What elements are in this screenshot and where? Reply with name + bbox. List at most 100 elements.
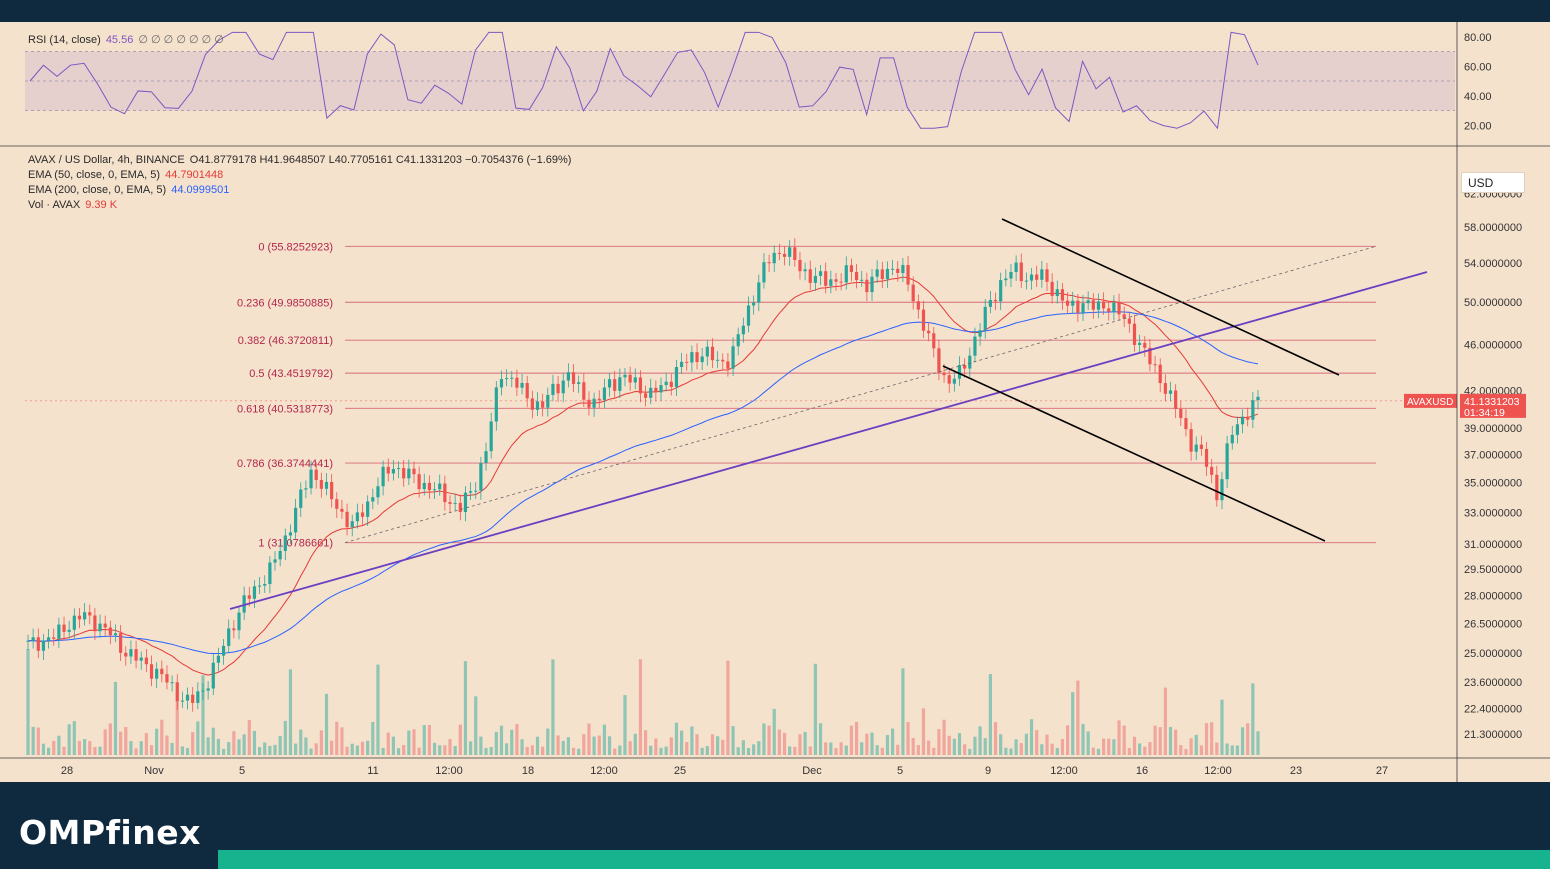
volume-bar (983, 738, 987, 755)
candle-body (1004, 278, 1008, 281)
volume-label: Vol · AVAX (28, 199, 81, 211)
candle-body (26, 640, 30, 642)
candle-body (937, 348, 941, 373)
volume-bar (1189, 738, 1193, 755)
volume-bar (1158, 727, 1162, 755)
candle-body (525, 382, 529, 399)
candle-body (849, 265, 854, 272)
candle-body (633, 377, 637, 383)
price-tick-label: 37.0000000 (1464, 449, 1522, 461)
time-tick-label: 11 (367, 765, 378, 777)
volume-bar (618, 745, 622, 755)
candle-body (1107, 308, 1111, 312)
candle-body (757, 282, 761, 303)
volume-bars (26, 649, 1260, 755)
volume-bar (1225, 743, 1229, 755)
candle-body (746, 305, 751, 326)
rsi-line (29, 31, 1259, 130)
volume-bar (175, 701, 179, 755)
volume-bar (968, 748, 972, 755)
price-axis: 62.000000058.000000054.000000050.0000000… (1464, 188, 1522, 741)
candle-body (607, 379, 612, 388)
candle-body (602, 387, 607, 401)
volume-bar (1009, 748, 1013, 755)
candle-body (180, 700, 184, 702)
volume-bar (973, 736, 977, 755)
price-tick-label: 28.0000000 (1464, 591, 1522, 603)
volume-bar (1153, 725, 1157, 755)
candle-body (705, 346, 709, 357)
candle-body (1081, 303, 1085, 313)
volume-bar (98, 746, 102, 755)
candle-body (623, 374, 627, 378)
volume-bar (1107, 738, 1111, 755)
channel-lower-line (942, 365, 1326, 542)
volume-bar (288, 669, 293, 755)
volume-bar (26, 649, 30, 755)
volume-bar (880, 747, 884, 755)
volume-bar (1179, 745, 1183, 755)
candle-body (453, 502, 457, 504)
candle-body (72, 615, 76, 630)
candle-body (144, 657, 148, 665)
candle-body (788, 247, 792, 257)
fib-label: 0.618 (40.5318773) (237, 403, 333, 415)
candle-body (726, 361, 730, 369)
candle-body (649, 387, 653, 398)
candle-body (108, 627, 112, 636)
volume-bar (1040, 744, 1044, 755)
volume-bar (952, 738, 956, 755)
volume-bar (587, 723, 591, 755)
volume-bar (942, 719, 946, 755)
candle-body (685, 361, 689, 363)
candle-body (36, 637, 40, 651)
volume-bar (185, 748, 190, 755)
time-tick-label: Nov (144, 765, 164, 777)
candle-body (206, 688, 210, 691)
candle-body (664, 381, 668, 386)
volume-bar (206, 737, 210, 755)
candle-body (963, 365, 967, 369)
candle-body (417, 474, 421, 490)
candle-body (350, 521, 354, 528)
volume-bar (911, 737, 915, 755)
chart-area[interactable]: 80.00 60.00 40.00 20.00 0 (55.8252923) 0.236… (0, 22, 1550, 782)
badge-symbol: AVAXUSD (1407, 397, 1453, 408)
candle-body (1014, 262, 1018, 272)
time-tick-label: 12:00 (1050, 765, 1078, 777)
candle-body (541, 401, 545, 408)
volume-bar (1143, 746, 1147, 755)
rsi-value: 45.56 (105, 34, 134, 46)
candle-body (1158, 364, 1162, 384)
candle-body (1194, 444, 1198, 452)
candle-body (957, 365, 962, 379)
volume-bar (582, 734, 586, 755)
currency-selector[interactable]: USD (1461, 172, 1525, 193)
candle-body (510, 377, 514, 379)
volume-bar (824, 742, 828, 755)
ohlc-values: O41.8779178 H41.9648507 L40.7705161 C41.… (189, 154, 572, 166)
volume-bar (443, 745, 447, 755)
candle-body (824, 271, 828, 286)
candle-body (906, 265, 910, 285)
volume-bar (113, 681, 118, 755)
volume-bar (901, 668, 905, 755)
volume-bar (1127, 748, 1131, 755)
candle-body (566, 372, 570, 381)
chart-svg[interactable]: 80.00 60.00 40.00 20.00 0 (55.8252923) 0.236… (0, 22, 1550, 782)
volume-bar (62, 746, 66, 755)
candle-body (854, 271, 859, 281)
candle-body (530, 398, 534, 410)
volume-bar (525, 746, 529, 755)
volume-bar (1019, 743, 1023, 755)
time-tick-label: 12:00 (590, 765, 618, 777)
volume-bar (875, 745, 879, 755)
candle-body (1035, 274, 1039, 280)
candle-body (494, 387, 498, 422)
candle-body (1127, 318, 1131, 324)
candle-body (155, 668, 159, 679)
volume-bar (762, 723, 766, 755)
candle-body (571, 372, 576, 384)
candle-body (165, 674, 169, 683)
